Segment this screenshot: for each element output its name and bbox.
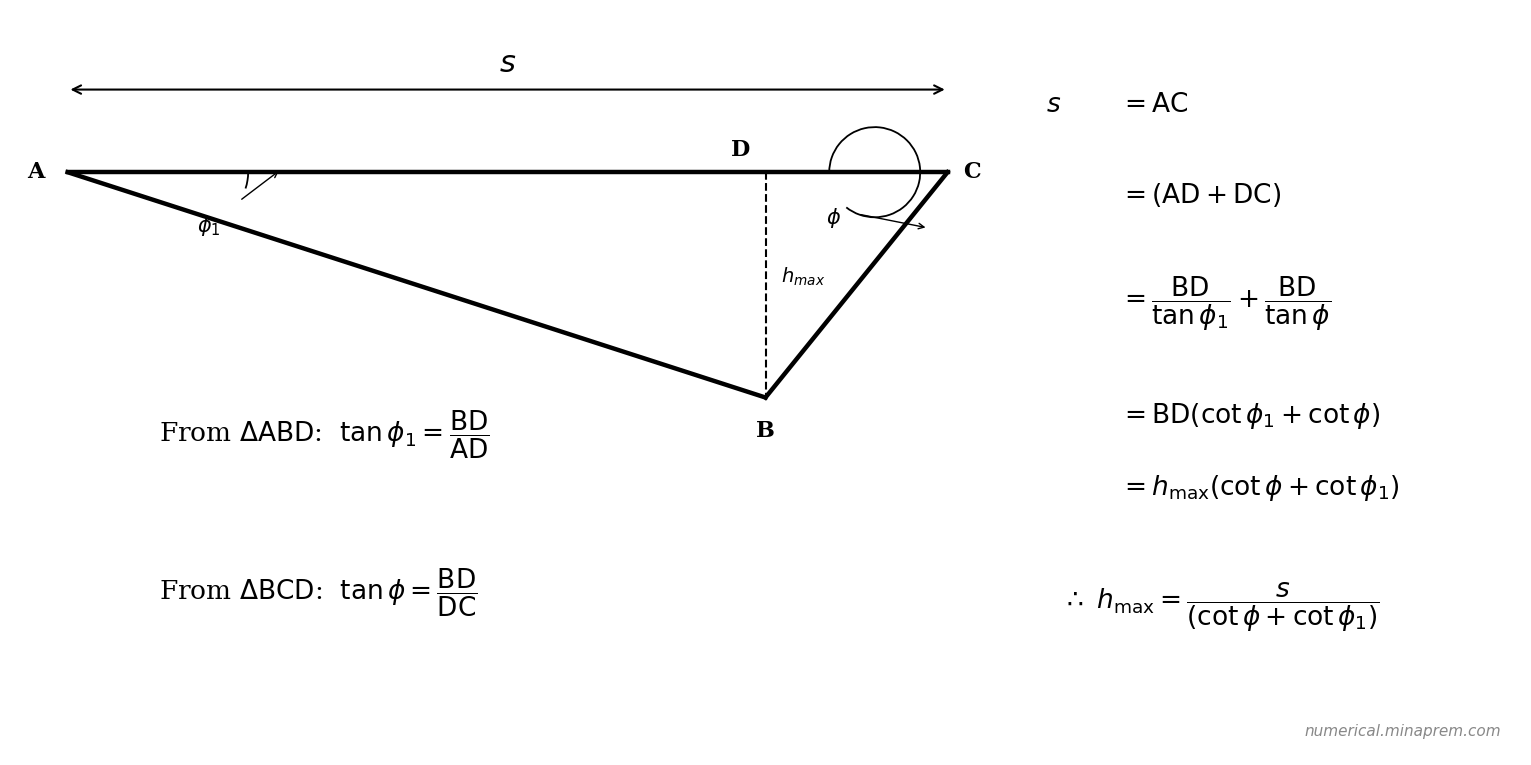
Text: $\phi_1$: $\phi_1$ (196, 213, 220, 237)
Text: A: A (28, 161, 44, 183)
Text: $h_{max}$: $h_{max}$ (781, 266, 825, 288)
Text: $= (\mathrm{AD} + \mathrm{DC})$: $= (\mathrm{AD} + \mathrm{DC})$ (1119, 181, 1281, 209)
Text: D: D (732, 139, 750, 161)
Text: C: C (963, 161, 980, 183)
Text: numerical.minaprem.com: numerical.minaprem.com (1304, 724, 1502, 739)
Text: $\therefore\ h_{\mathrm{max}} = \dfrac{s}{(\cot\phi + \cot\phi_1)}$: $\therefore\ h_{\mathrm{max}} = \dfrac{s… (1061, 581, 1379, 634)
Text: B: B (756, 420, 775, 442)
Text: $\phi$: $\phi$ (827, 206, 841, 230)
Text: $s$: $s$ (1046, 92, 1061, 117)
Text: $= h_{\mathrm{max}}(\cot\phi + \cot\phi_1)$: $= h_{\mathrm{max}}(\cot\phi + \cot\phi_… (1119, 473, 1399, 503)
Text: $= \dfrac{\mathrm{BD}}{\tan\phi_1} + \dfrac{\mathrm{BD}}{\tan\phi}$: $= \dfrac{\mathrm{BD}}{\tan\phi_1} + \df… (1119, 275, 1332, 333)
Text: $s$: $s$ (499, 47, 516, 79)
Text: $= \mathrm{AC}$: $= \mathrm{AC}$ (1119, 92, 1188, 117)
Text: From $\Delta\mathrm{BCD}$:  $\tan\phi = \dfrac{\mathrm{BD}}{\mathrm{DC}}$: From $\Delta\mathrm{BCD}$: $\tan\phi = \… (159, 567, 478, 619)
Text: From $\Delta\mathrm{ABD}$:  $\tan\phi_1 = \dfrac{\mathrm{BD}}{\mathrm{AD}}$: From $\Delta\mathrm{ABD}$: $\tan\phi_1 =… (159, 409, 490, 461)
Text: $= \mathrm{BD}(\cot\phi_1 + \cot\phi)$: $= \mathrm{BD}(\cot\phi_1 + \cot\phi)$ (1119, 402, 1381, 431)
